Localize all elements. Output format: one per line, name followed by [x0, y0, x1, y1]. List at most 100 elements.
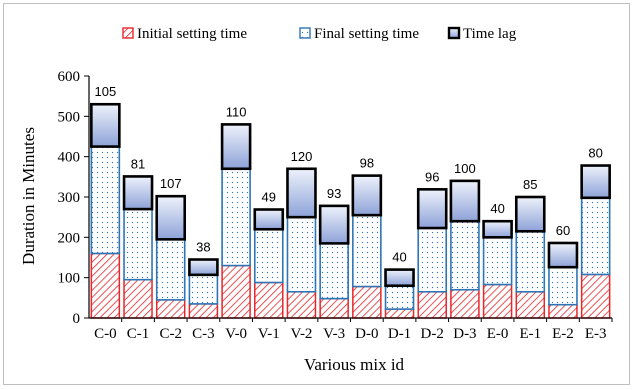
bar-segment-final [253, 228, 284, 284]
x-tick-label: V-0 [225, 326, 247, 342]
data-label: 96 [425, 169, 439, 184]
data-label: 98 [360, 156, 374, 171]
bar-segment-initial [515, 291, 546, 319]
bar-segment-lag [220, 123, 252, 171]
bar-segment-initial [254, 281, 284, 319]
y-tick-label: 600 [58, 69, 81, 85]
bar-segment-initial [450, 289, 480, 319]
bar-segment-lag [351, 174, 383, 217]
bar-segment-initial [286, 291, 317, 319]
x-tick-label: V-3 [323, 326, 345, 342]
bar-segment-lag [286, 167, 317, 219]
data-label: 107 [160, 176, 182, 191]
x-tick-label: D-1 [388, 326, 411, 342]
data-label: 81 [131, 156, 145, 171]
data-label: 60 [556, 223, 570, 238]
x-tick-label: E-2 [552, 326, 574, 342]
bar-segment-lag [514, 195, 546, 233]
data-label: 93 [327, 186, 341, 201]
bar-segment-final [384, 284, 415, 310]
y-tick-label: 100 [58, 271, 81, 287]
bar-segment-initial [123, 278, 153, 319]
y-tick-label: 400 [58, 150, 81, 166]
bar-segment-lag [384, 268, 415, 288]
bar-segment-initial [384, 308, 415, 319]
x-tick-label: V-1 [258, 326, 280, 342]
y-tick-label: 200 [58, 230, 81, 246]
x-tick-label: C-3 [192, 326, 215, 342]
bar-segment-final [482, 236, 513, 286]
data-label: 40 [490, 201, 504, 216]
bar-segment-final [450, 220, 480, 291]
x-tick-label: C-2 [159, 326, 182, 342]
x-axis-category-labels: C-0 C-1 C-2 C-3 V-0 V-1 V-2 V-3 D-0 D-1 D-2 D-3 E-0 E… [94, 318, 613, 342]
data-labels: 105 81 107 38 110 49 120 93 98 40 96 100 40 85 60 80 [94, 84, 602, 264]
x-tick-label: E-3 [585, 326, 607, 342]
x-axis-title: Various mix id [304, 355, 405, 374]
data-label: 49 [262, 190, 276, 205]
data-label: 40 [392, 250, 406, 265]
data-label: 100 [454, 161, 476, 176]
bar-segment-initial [580, 273, 611, 319]
bar-segment-lag [547, 241, 579, 269]
bar-segment-lag [416, 188, 448, 230]
x-tick-label: C-1 [127, 326, 150, 342]
bar-segment-final [580, 197, 611, 276]
legend-label: Final setting time [314, 26, 419, 42]
bar-segment-initial [90, 252, 121, 319]
legend-swatch [122, 27, 134, 39]
bar-segment-lag [253, 208, 285, 231]
data-label: 80 [588, 146, 602, 161]
legend: Initial setting time Final setting time Ti… [122, 26, 517, 42]
data-label: 120 [291, 149, 313, 164]
y-tick-label: 0 [73, 311, 81, 327]
data-label: 38 [196, 240, 210, 255]
x-tick-label: D-0 [355, 326, 378, 342]
x-tick-label: C-0 [94, 326, 117, 342]
legend-label: Initial setting time [137, 26, 247, 42]
y-axis-ticks: 0 100 200 300 400 500 600 [58, 69, 89, 327]
bar-segment-initial [352, 285, 382, 319]
bar-segment-final [123, 208, 153, 281]
bar-segment-lag [482, 219, 513, 239]
y-tick-label: 500 [58, 109, 81, 125]
bar-segment-lag [90, 102, 121, 148]
bar-segment-final [319, 242, 349, 300]
bar-segment-lag [155, 194, 187, 241]
bar-segment-initial [417, 291, 447, 319]
data-label: 85 [523, 177, 537, 192]
bar-segment-lag [122, 175, 154, 211]
bar-segment-final [352, 214, 382, 288]
legend-label: Time lag [463, 26, 517, 42]
legend-swatch [447, 26, 461, 40]
data-label: 110 [226, 104, 247, 119]
bar-segment-initial [155, 299, 186, 319]
data-label: 105 [94, 84, 116, 99]
bar-segment-lag [188, 258, 219, 277]
bars [90, 102, 611, 319]
bar-segment-final [188, 274, 219, 305]
bar-segment-initial [221, 264, 251, 319]
x-tick-label: D-3 [453, 326, 476, 342]
bar-segment-initial [319, 297, 349, 319]
bar-segment-lag [318, 204, 350, 245]
bar-segment-initial [548, 303, 578, 319]
bar-segment-initial [188, 303, 219, 319]
x-tick-label: E-0 [487, 326, 509, 342]
legend-swatch [299, 27, 311, 39]
y-axis-title: Duration in Minutes [19, 127, 38, 265]
x-tick-label: E-1 [519, 326, 541, 342]
bar-segment-initial [482, 283, 513, 319]
x-tick-label: D-2 [421, 326, 444, 342]
bar-segment-final [90, 145, 121, 255]
bar-segment-final [515, 230, 546, 293]
bar-segment-lag [449, 179, 481, 223]
bar-segment-final [221, 167, 251, 267]
bar-segment-final [548, 266, 578, 306]
axes [88, 76, 612, 319]
x-tick-label: V-2 [290, 326, 312, 342]
bar-segment-final [155, 238, 186, 301]
y-tick-label: 300 [58, 190, 81, 206]
bar-segment-final [417, 227, 448, 293]
